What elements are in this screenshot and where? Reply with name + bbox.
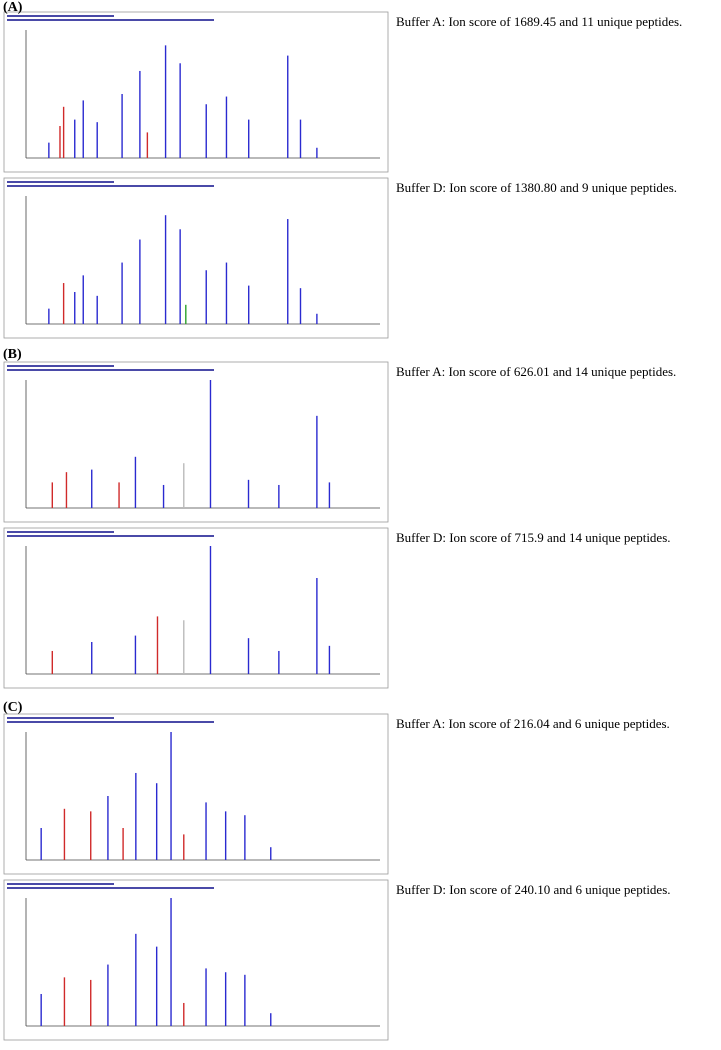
caption: Buffer D: Ion score of 1380.80 and 9 uni… [396,180,678,195]
panel-label: (C) [3,700,23,715]
caption: Buffer A: Ion score of 1689.45 and 11 un… [396,14,683,29]
caption: Buffer D: Ion score of 240.10 and 6 uniq… [396,882,671,897]
caption: Buffer D: Ion score of 715.9 and 14 uniq… [396,530,671,545]
caption: Buffer A: Ion score of 216.04 and 6 uniq… [396,716,670,731]
spectrum-frame [3,177,389,339]
caption: Buffer A: Ion score of 626.01 and 14 uni… [396,364,677,379]
spectrum-frame [3,879,389,1041]
spectrum-frame [3,527,389,689]
panel-label: (A) [3,0,23,15]
panel-label: (B) [3,347,22,362]
spectrum-frame [3,713,389,875]
spectrum-frame [3,361,389,523]
spectrum-frame [3,11,389,173]
